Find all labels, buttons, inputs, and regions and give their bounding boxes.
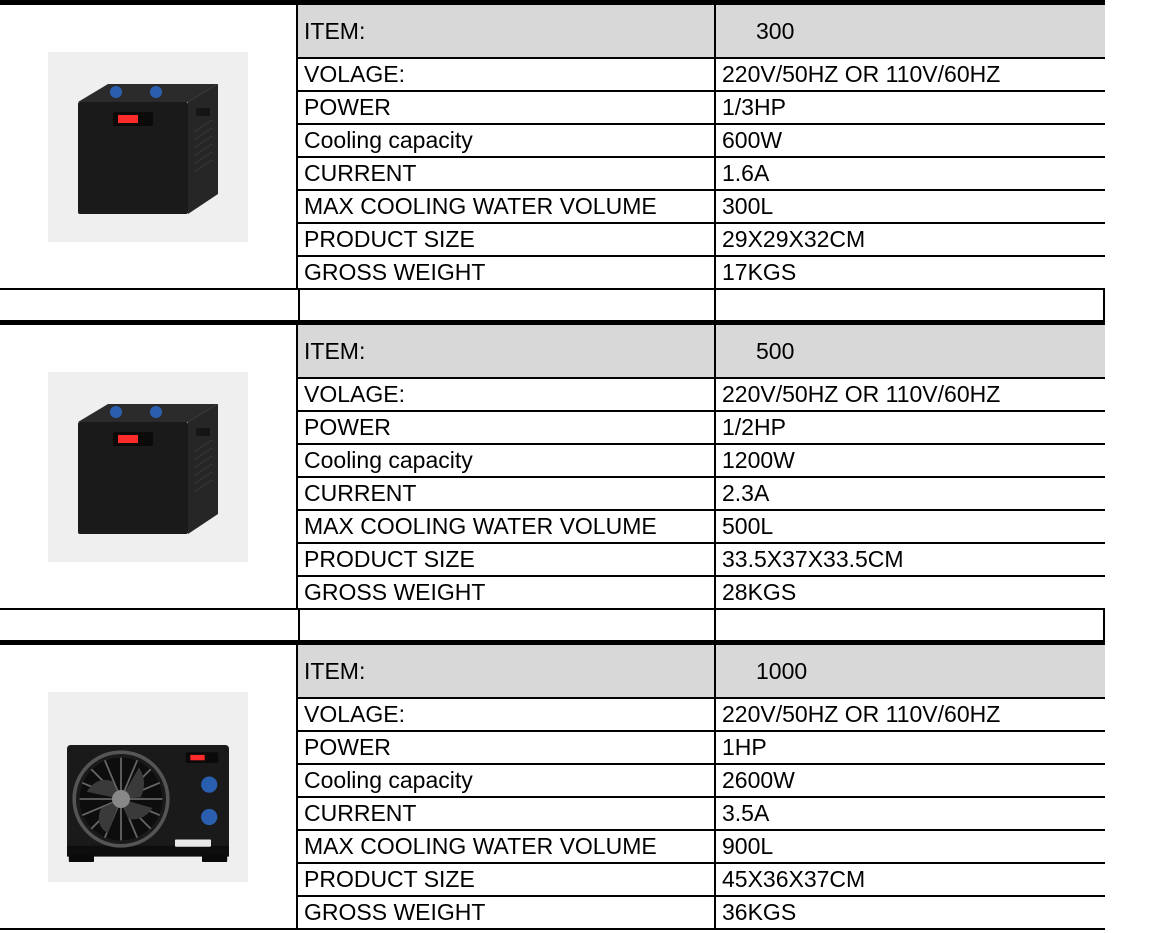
spec-value: 300 <box>716 16 1105 47</box>
spacer-row <box>0 290 1105 320</box>
spec-row: PRODUCT SIZE 33.5X37X33.5CM <box>298 544 1105 577</box>
spec-label: CURRENT <box>298 158 716 189</box>
spec-value: 220V/50HZ OR 110V/60HZ <box>716 379 1105 410</box>
spec-row: Cooling capacity 600W <box>298 125 1105 158</box>
spec-value: 1/2HP <box>716 412 1105 443</box>
product-block: ITEM: 300 VOLAGE: 220V/50HZ OR 110V/60HZ… <box>0 0 1105 290</box>
spec-value: 2.3A <box>716 478 1105 509</box>
spec-label: ITEM: <box>298 645 716 697</box>
spec-row: GROSS WEIGHT 36KGS <box>298 897 1105 928</box>
chiller-cube-icon <box>68 74 228 224</box>
spec-label: POWER <box>298 732 716 763</box>
spec-label: PRODUCT SIZE <box>298 544 716 575</box>
spec-label: CURRENT <box>298 798 716 829</box>
spec-row: MAX COOLING WATER VOLUME 300L <box>298 191 1105 224</box>
spec-row: ITEM: 1000 <box>298 645 1105 699</box>
spec-row: VOLAGE: 220V/50HZ OR 110V/60HZ <box>298 379 1105 412</box>
spec-row: ITEM: 300 <box>298 5 1105 59</box>
spec-label: PRODUCT SIZE <box>298 864 716 895</box>
product-image-box <box>48 372 248 562</box>
spec-label: CURRENT <box>298 478 716 509</box>
product-image-cell <box>0 5 298 288</box>
spec-label: GROSS WEIGHT <box>298 257 716 288</box>
spec-row: MAX COOLING WATER VOLUME 900L <box>298 831 1105 864</box>
spec-table: ITEM: 500 VOLAGE: 220V/50HZ OR 110V/60HZ… <box>298 325 1105 608</box>
spec-row: POWER 1/2HP <box>298 412 1105 445</box>
spec-row: VOLAGE: 220V/50HZ OR 110V/60HZ <box>298 699 1105 732</box>
spec-value: 220V/50HZ OR 110V/60HZ <box>716 59 1105 90</box>
spec-label: VOLAGE: <box>298 379 716 410</box>
chiller-fan-icon <box>58 734 238 864</box>
spec-value: 3.5A <box>716 798 1105 829</box>
spec-row: VOLAGE: 220V/50HZ OR 110V/60HZ <box>298 59 1105 92</box>
spec-label: GROSS WEIGHT <box>298 897 716 928</box>
product-image-box <box>48 52 248 242</box>
spec-label: MAX COOLING WATER VOLUME <box>298 831 716 862</box>
spec-value: 28KGS <box>716 577 1105 608</box>
product-image-cell <box>0 325 298 608</box>
spec-value: 220V/50HZ OR 110V/60HZ <box>716 699 1105 730</box>
spec-row: CURRENT 3.5A <box>298 798 1105 831</box>
spec-label: MAX COOLING WATER VOLUME <box>298 511 716 542</box>
spec-row: POWER 1/3HP <box>298 92 1105 125</box>
spec-label: PRODUCT SIZE <box>298 224 716 255</box>
spec-value: 29X29X32CM <box>716 224 1105 255</box>
product-image-box <box>48 692 248 882</box>
spec-value: 17KGS <box>716 257 1105 288</box>
spec-table: ITEM: 300 VOLAGE: 220V/50HZ OR 110V/60HZ… <box>298 5 1105 288</box>
spec-value: 36KGS <box>716 897 1105 928</box>
spec-row: Cooling capacity 1200W <box>298 445 1105 478</box>
spec-label: Cooling capacity <box>298 765 716 796</box>
spec-value: 900L <box>716 831 1105 862</box>
spec-value: 1200W <box>716 445 1105 476</box>
spec-label: MAX COOLING WATER VOLUME <box>298 191 716 222</box>
spec-label: VOLAGE: <box>298 699 716 730</box>
spec-value: 2600W <box>716 765 1105 796</box>
product-image-cell <box>0 645 298 928</box>
spec-value: 1/3HP <box>716 92 1105 123</box>
spec-value: 500 <box>716 336 1105 367</box>
spec-row: POWER 1HP <box>298 732 1105 765</box>
spec-label: ITEM: <box>298 5 716 57</box>
spec-value: 45X36X37CM <box>716 864 1105 895</box>
spec-value: 1000 <box>716 656 1105 687</box>
spacer-row <box>0 610 1105 640</box>
spec-label: POWER <box>298 412 716 443</box>
spec-value: 1.6A <box>716 158 1105 189</box>
spec-value: 500L <box>716 511 1105 542</box>
spec-label: ITEM: <box>298 325 716 377</box>
product-block: ITEM: 1000 VOLAGE: 220V/50HZ OR 110V/60H… <box>0 640 1105 930</box>
spec-row: GROSS WEIGHT 28KGS <box>298 577 1105 608</box>
spec-label: Cooling capacity <box>298 445 716 476</box>
spec-label: Cooling capacity <box>298 125 716 156</box>
spec-row: GROSS WEIGHT 17KGS <box>298 257 1105 288</box>
spec-row: CURRENT 2.3A <box>298 478 1105 511</box>
spec-label: GROSS WEIGHT <box>298 577 716 608</box>
spec-value: 1HP <box>716 732 1105 763</box>
spec-label: VOLAGE: <box>298 59 716 90</box>
spec-value: 600W <box>716 125 1105 156</box>
product-block: ITEM: 500 VOLAGE: 220V/50HZ OR 110V/60HZ… <box>0 320 1105 610</box>
spec-row: MAX COOLING WATER VOLUME 500L <box>298 511 1105 544</box>
spec-row: PRODUCT SIZE 29X29X32CM <box>298 224 1105 257</box>
spec-row: CURRENT 1.6A <box>298 158 1105 191</box>
chiller-cube-icon <box>68 394 228 544</box>
spec-row: ITEM: 500 <box>298 325 1105 379</box>
spec-table: ITEM: 1000 VOLAGE: 220V/50HZ OR 110V/60H… <box>298 645 1105 928</box>
spec-row: Cooling capacity 2600W <box>298 765 1105 798</box>
spec-value: 300L <box>716 191 1105 222</box>
spec-row: PRODUCT SIZE 45X36X37CM <box>298 864 1105 897</box>
spec-value: 33.5X37X33.5CM <box>716 544 1105 575</box>
spec-label: POWER <box>298 92 716 123</box>
